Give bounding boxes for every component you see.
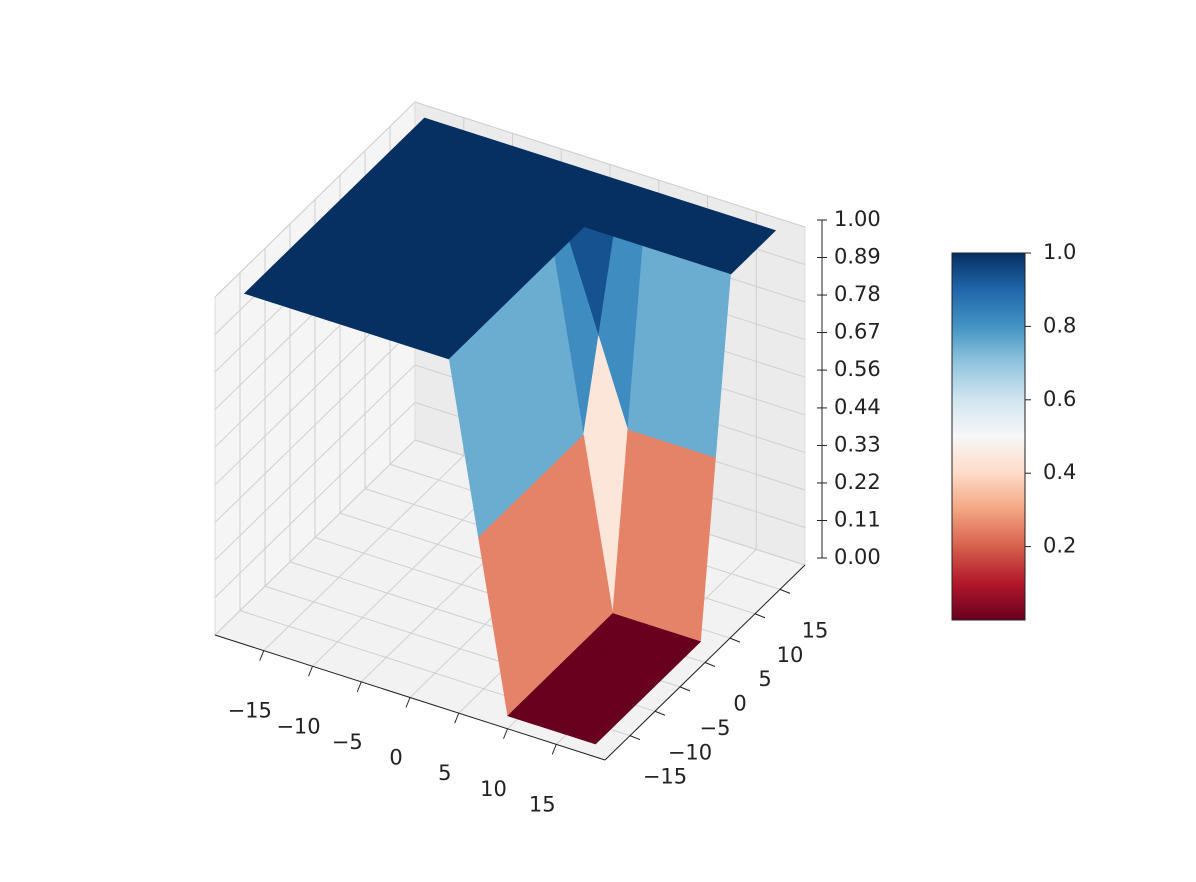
- y-tick: [779, 588, 791, 594]
- z-tick-label: 0.44: [834, 395, 881, 419]
- z-tick-label: 0.22: [834, 470, 881, 494]
- z-tick-label: 0.11: [834, 507, 881, 531]
- grid-line: [214, 364, 416, 561]
- z-tick-label: 0.78: [834, 282, 881, 306]
- y-tick-label: −10: [668, 740, 712, 764]
- x-tick: [356, 681, 362, 693]
- colorbar-tick-label: 0.8: [1043, 313, 1076, 337]
- x-tick-label: 10: [480, 777, 507, 801]
- y-tick-label: 5: [758, 667, 771, 691]
- x-tick-label: −5: [332, 730, 363, 754]
- colorbar-tick-label: 0.6: [1043, 387, 1076, 411]
- grid-line: [214, 327, 416, 523]
- y-tick: [704, 662, 716, 667]
- z-tick-label: 0.33: [834, 432, 881, 456]
- y-tick-label: 15: [802, 618, 829, 642]
- grid-line: [214, 101, 416, 298]
- colorbar: [951, 252, 1026, 621]
- x-tick-label: −15: [228, 699, 272, 723]
- y-tick-label: 0: [733, 692, 746, 716]
- z-tick-label: 0.67: [834, 320, 881, 344]
- y-tick-label: 10: [777, 643, 804, 667]
- z-tick-label: 0.56: [834, 357, 881, 381]
- surface-patch: [565, 719, 612, 745]
- grid-line: [214, 402, 416, 598]
- grid-line: [414, 101, 806, 228]
- z-tick-label: 0.89: [834, 245, 881, 269]
- y-tick-label: −15: [643, 765, 687, 789]
- x-tick: [405, 697, 411, 708]
- x-tick: [551, 744, 557, 755]
- x-tick: [454, 712, 460, 724]
- x-axis: [214, 634, 606, 761]
- x-tick: [259, 650, 265, 661]
- y-tick: [679, 686, 691, 692]
- colorbar-tick-label: 1.0: [1043, 240, 1076, 264]
- z-tick-label: 1.00: [834, 207, 881, 231]
- colorbar-tick-label: 0.2: [1043, 534, 1076, 558]
- grid-line: [214, 439, 416, 636]
- y-tick: [654, 710, 666, 716]
- x-tick-label: −10: [276, 714, 320, 738]
- x-tick-label: 15: [529, 792, 556, 816]
- y-tick: [729, 637, 741, 643]
- colorbar-tick-label: 0.4: [1043, 460, 1076, 484]
- z-tick-label: 0.00: [834, 545, 881, 569]
- y-tick: [629, 735, 641, 741]
- x-tick-label: 0: [389, 746, 402, 770]
- x-tick: [308, 666, 313, 677]
- y-tick-label: −5: [700, 716, 731, 740]
- x-tick-label: 5: [438, 761, 451, 785]
- x-tick: [503, 728, 508, 739]
- y-tick: [754, 613, 766, 619]
- y-axis: [604, 564, 806, 761]
